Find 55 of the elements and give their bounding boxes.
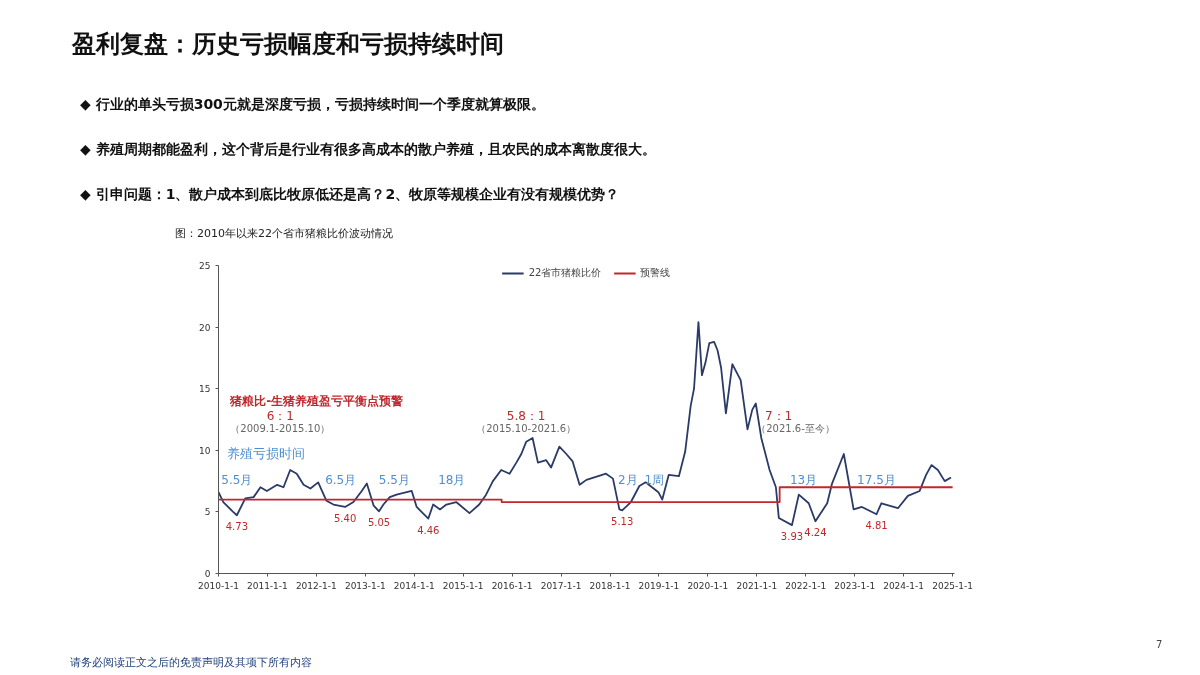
annotation: 5.40 bbox=[333, 512, 357, 524]
annotation: 3.93 bbox=[780, 531, 804, 543]
x-tick-label: 2011-1-1 bbox=[246, 580, 288, 591]
annotation: 5.05 bbox=[367, 517, 391, 529]
annotation: 5.8：1 bbox=[506, 408, 546, 423]
text: ◆ 引申问题：1、散户成本到底比牧原低还是高？2、牧原等规模企业有没有规模优势？ bbox=[80, 186, 620, 202]
x-tick-label: 2010-1-1 bbox=[198, 580, 239, 591]
annotation: 猪粮比-生猪养殖盈亏平衡点预警 bbox=[229, 394, 404, 409]
annotation: 1周 bbox=[644, 472, 665, 487]
annotation: 17.5月 bbox=[857, 472, 896, 487]
annotation: 6：1 bbox=[266, 408, 294, 423]
annotation: 2月 bbox=[617, 472, 638, 487]
y-tick-label: 5 bbox=[204, 507, 211, 518]
x-tick-label: 2014-1-1 bbox=[393, 580, 435, 591]
legend-label: 预警线 bbox=[640, 266, 671, 280]
y-tick-label: 25 bbox=[199, 261, 211, 271]
text: 7 bbox=[1156, 639, 1163, 650]
x-tick-label: 2022-1-1 bbox=[785, 580, 827, 591]
y-tick-label: 15 bbox=[199, 384, 211, 395]
annotation: 5.13 bbox=[611, 516, 634, 528]
x-tick-label: 2024-1-1 bbox=[883, 580, 925, 591]
annotation: （2009.1-2015.10） bbox=[230, 422, 331, 434]
x-tick-label: 2020-1-1 bbox=[687, 580, 729, 591]
x-tick-label: 2023-1-1 bbox=[834, 580, 876, 591]
x-tick-label: 2017-1-1 bbox=[540, 580, 582, 591]
x-tick-label: 2018-1-1 bbox=[589, 580, 631, 591]
y-tick-label: 10 bbox=[199, 445, 211, 456]
text: ◆ 行业的单头亏损300元就是深度亏损，亏损持续时间一个季度就算极限。 bbox=[80, 96, 545, 112]
annotation: 4.81 bbox=[865, 520, 888, 532]
x-tick-label: 2015-1-1 bbox=[442, 580, 484, 591]
annotation: 7：1 bbox=[764, 408, 793, 423]
x-tick-label: 2021-1-1 bbox=[736, 580, 778, 591]
x-tick-label: 2013-1-1 bbox=[344, 580, 386, 591]
annotation: （2021.6-至今） bbox=[756, 422, 835, 434]
annotation: 5.5月 bbox=[378, 472, 410, 487]
annotation: （2015.10-2021.6） bbox=[476, 422, 577, 434]
chart-title: 盈利复盘：历史亏损幅度和亏损持续时间 bbox=[72, 30, 504, 58]
text: 请务必阅读正文之后的免责声明及其项下所有内容 bbox=[70, 656, 312, 669]
annotation: 13月 bbox=[789, 472, 818, 487]
annotation: 5.5月 bbox=[221, 472, 253, 487]
annotation: 养殖亏损时间 bbox=[226, 446, 305, 462]
x-tick-label: 2025-1-1 bbox=[932, 580, 974, 591]
y-tick-label: 20 bbox=[199, 322, 211, 333]
annotation: 4.73 bbox=[225, 521, 248, 533]
x-tick-label: 2019-1-1 bbox=[638, 580, 680, 591]
annotation: 18月 bbox=[438, 472, 466, 487]
annotation: 4.46 bbox=[417, 524, 440, 536]
legend-label: 22省市猪粮比价 bbox=[528, 266, 602, 280]
y-tick-label: 0 bbox=[204, 569, 211, 579]
annotation: 4.24 bbox=[804, 527, 827, 539]
x-tick-label: 2012-1-1 bbox=[295, 580, 337, 591]
chart-subtitle: 图：2010年以来22个省市猪粮比价波动情况 bbox=[175, 227, 393, 240]
x-tick-label: 2016-1-1 bbox=[491, 580, 533, 591]
annotation: 6.5月 bbox=[325, 472, 357, 487]
text: ◆ 养殖周期都能盈利，这个背后是行业有很多高成本的散户养殖，且农民的成本离散度很大。 bbox=[80, 141, 656, 157]
